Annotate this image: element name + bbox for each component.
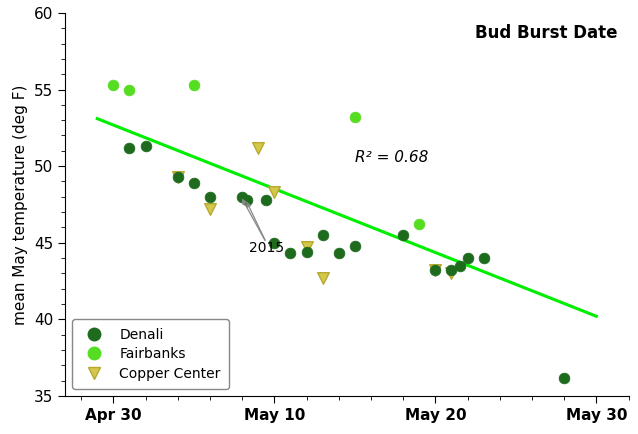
Point bbox=[559, 374, 569, 381]
Point bbox=[140, 143, 151, 150]
Point bbox=[318, 232, 328, 239]
Text: Bud Burst Date: Bud Burst Date bbox=[475, 24, 618, 43]
Point bbox=[242, 196, 252, 203]
Point bbox=[398, 232, 408, 239]
Point bbox=[253, 144, 263, 151]
Point bbox=[189, 180, 199, 187]
Point bbox=[463, 255, 473, 262]
Point bbox=[108, 82, 119, 89]
Point bbox=[430, 267, 440, 274]
Point bbox=[205, 206, 215, 213]
Point bbox=[414, 221, 424, 228]
Point bbox=[237, 193, 248, 200]
Point bbox=[334, 250, 344, 257]
Point bbox=[205, 193, 215, 200]
Text: 2015: 2015 bbox=[249, 241, 284, 255]
Point bbox=[173, 173, 183, 180]
Point bbox=[269, 239, 279, 246]
Point bbox=[447, 270, 457, 277]
Point bbox=[350, 242, 360, 249]
Point bbox=[285, 250, 295, 257]
Point bbox=[454, 262, 464, 269]
Point bbox=[124, 86, 135, 93]
Point bbox=[269, 189, 279, 196]
Point bbox=[124, 144, 135, 151]
Legend: Denali, Fairbanks, Copper Center: Denali, Fairbanks, Copper Center bbox=[72, 319, 229, 389]
Point bbox=[302, 244, 312, 251]
Point bbox=[447, 267, 457, 274]
Point bbox=[189, 82, 199, 89]
Y-axis label: mean May temperature (deg F): mean May temperature (deg F) bbox=[13, 84, 28, 325]
Point bbox=[261, 196, 271, 203]
Text: R² = 0.68: R² = 0.68 bbox=[355, 150, 428, 164]
Point bbox=[478, 255, 489, 262]
Point bbox=[318, 274, 328, 281]
Point bbox=[350, 114, 360, 121]
Point bbox=[173, 173, 183, 180]
Point bbox=[430, 267, 440, 274]
Point bbox=[302, 248, 312, 255]
